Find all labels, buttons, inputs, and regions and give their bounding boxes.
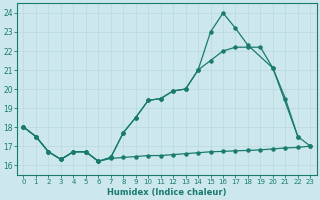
X-axis label: Humidex (Indice chaleur): Humidex (Indice chaleur) <box>107 188 227 197</box>
